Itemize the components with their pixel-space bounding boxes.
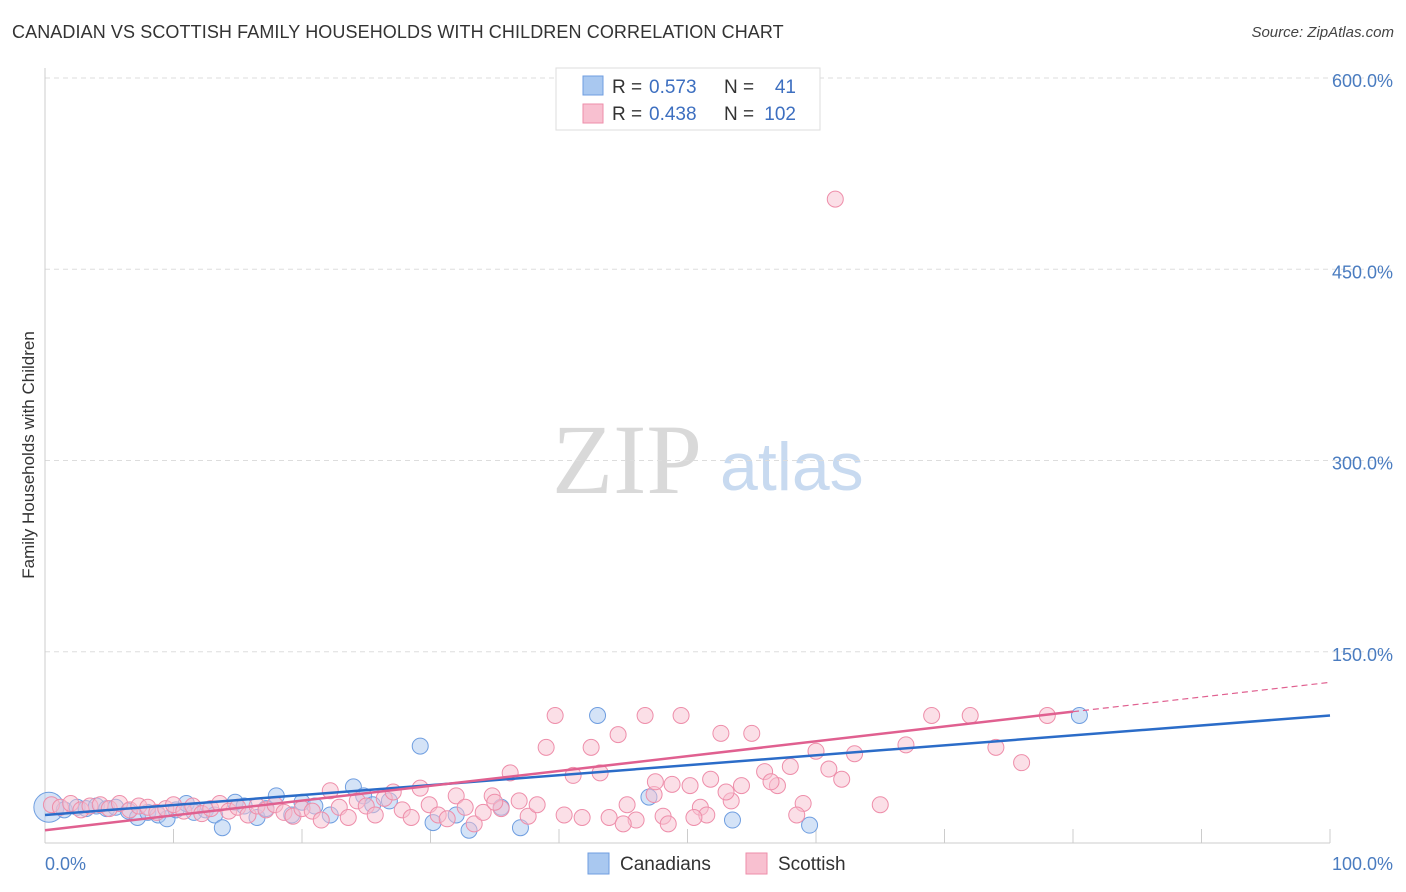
trendlines (44, 681, 1331, 832)
scottish-point (600, 809, 618, 826)
legend-swatch-scottish (582, 103, 604, 124)
scottish-point (321, 782, 339, 800)
axes (44, 68, 1331, 844)
scottish-point (474, 803, 492, 821)
bottom-legend: Canadians Scottish (587, 852, 846, 875)
scottish-point (402, 809, 420, 826)
scottish-point (582, 738, 600, 756)
canadians-trendline (44, 714, 1331, 817)
watermark-atlas: atlas (720, 429, 864, 505)
y-tick-label-150: 150.0% (1332, 645, 1393, 665)
scottish-point (546, 707, 564, 724)
scottish-point (897, 736, 915, 754)
scottish-point (1013, 754, 1031, 772)
scottish-point (465, 815, 483, 833)
data-points (33, 190, 1088, 839)
canadians-point (411, 737, 429, 755)
legend-n-label-canadians: N = (724, 77, 754, 98)
scottish-point (732, 777, 750, 795)
grid (45, 77, 1395, 653)
x-tick-label-0: 0.0% (45, 854, 86, 874)
scottish-point (702, 770, 720, 788)
chart-title: CANADIAN VS SCOTTISH FAMILY HOUSEHOLDS W… (12, 22, 784, 42)
scottish-point (663, 775, 681, 793)
scottish-point (339, 809, 357, 826)
scottish-point (961, 707, 979, 724)
scottish-point (987, 738, 1005, 756)
scottish-point (685, 809, 703, 826)
x-tick-label-100: 100.0% (1332, 854, 1393, 874)
canadians-point (801, 816, 819, 834)
bottom-legend-label-scottish: Scottish (778, 854, 846, 875)
scottish-point (447, 787, 465, 805)
y-tick-label-300: 300.0% (1332, 454, 1393, 474)
bottom-legend-swatch-scottish (745, 852, 768, 875)
scottish-point (609, 726, 627, 744)
scottish-point (366, 806, 384, 824)
y-tick-label-600: 600.0% (1332, 71, 1393, 91)
scottish-point (781, 758, 799, 775)
legend-swatch-canadians (582, 75, 604, 96)
canadians-point (723, 811, 741, 829)
scottish-trendline-extension (1072, 681, 1331, 713)
canadians-point (213, 819, 231, 837)
scottish-point (788, 806, 806, 824)
scottish-point (826, 190, 844, 208)
legend-r-value-scottish: 0.438 (649, 104, 697, 125)
source-label: Source: ZipAtlas.com (1251, 24, 1394, 41)
scottish-point (820, 760, 838, 778)
bottom-legend-swatch-canadians (587, 852, 610, 875)
scottish-point (659, 815, 677, 833)
top-legend: R = 0.573 N = 41 R = 0.438 N = 102 (555, 67, 821, 131)
scottish-point (614, 815, 632, 833)
legend-n-value-scottish: 102 (764, 104, 796, 125)
scottish-point (573, 809, 591, 826)
scottish-point (636, 707, 654, 724)
scottish-point (681, 777, 699, 795)
watermark-zip: ZIP (552, 404, 702, 515)
scottish-point (537, 738, 555, 756)
scottish-point (717, 783, 735, 801)
scottish-point (456, 798, 474, 816)
scottish-point (672, 707, 690, 724)
legend-r-value-canadians: 0.573 (649, 77, 697, 98)
scottish-point (646, 773, 664, 791)
scottish-point (312, 811, 330, 829)
scottish-point (923, 707, 941, 724)
legend-r-label-scottish: R = (612, 104, 642, 125)
scottish-point (762, 773, 780, 791)
tick-labels: 150.0% 300.0% 450.0% 600.0% 0.0% 100.0% (45, 71, 1393, 874)
scottish-point (519, 807, 537, 825)
scottish-point (486, 793, 504, 811)
scottish-point (743, 724, 761, 742)
scottish-point (712, 724, 730, 742)
scottish-point (618, 796, 636, 814)
legend-r-label-canadians: R = (612, 77, 642, 98)
scottish-point (528, 796, 546, 814)
legend-n-label-scottish: N = (724, 104, 754, 125)
scottish-trendline (44, 710, 1074, 832)
scottish-point (833, 770, 851, 788)
legend-n-value-canadians: 41 (775, 77, 796, 98)
bottom-legend-label-canadians: Canadians (620, 854, 711, 875)
y-axis-title: Family Households with Children (19, 331, 38, 579)
scottish-point (871, 796, 889, 814)
scottish-point (510, 792, 528, 810)
scottish-point (438, 810, 456, 828)
y-tick-label-450: 450.0% (1332, 262, 1393, 282)
canadians-point (589, 707, 607, 724)
scottish-point (555, 806, 573, 824)
